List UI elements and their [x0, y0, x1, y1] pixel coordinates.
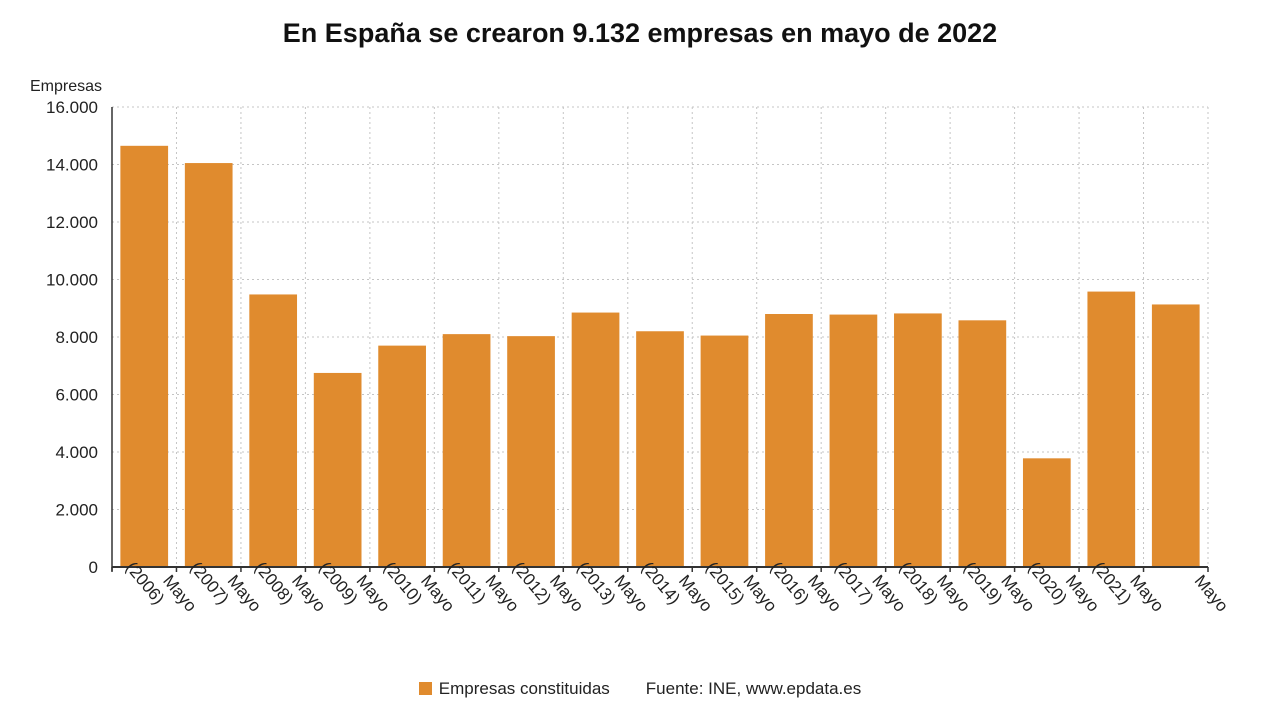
y-tick-label: 0: [89, 558, 98, 577]
y-tick-label: 10.000: [46, 271, 98, 290]
legend-swatch: [418, 682, 432, 695]
chart-legend: Empresas constituidas Fuente: INE, www.ep…: [0, 679, 1280, 699]
bar: [184, 163, 233, 567]
legend-label: Empresas constituidas: [438, 679, 610, 698]
y-tick-label: 12.000: [46, 213, 98, 232]
bar: [829, 314, 878, 567]
x-tick-label-line: Mayo: [1191, 571, 1232, 615]
bar: [313, 372, 362, 567]
bar: [1022, 458, 1071, 567]
bar: [765, 314, 813, 567]
y-tick-label: 4.000: [55, 443, 98, 462]
bar: [378, 345, 426, 567]
bar: [636, 331, 684, 567]
bar: [120, 145, 169, 567]
chart-title: En España se crearon 9.132 empresas en m…: [282, 18, 998, 48]
bar-chart: 0 2.000 4.000 6.000 8.000 10.000 12.000 14.000 1…: [30, 78, 1232, 615]
y-tick-label: 6.000: [55, 386, 98, 405]
bar: [507, 336, 555, 567]
bar: [249, 294, 298, 567]
y-axis-label: Empresas: [30, 78, 102, 95]
bar: [442, 334, 491, 567]
bar: [1087, 291, 1136, 567]
y-tick-label: 14.000: [46, 156, 98, 175]
bar: [958, 320, 1007, 567]
bar: [571, 312, 620, 567]
bar: [700, 335, 749, 567]
y-tick-label: 16.000: [46, 98, 98, 117]
source-note: Fuente: INE, www.epdata.es: [645, 679, 862, 698]
bar: [894, 313, 942, 567]
x-tick-label: Mayo: [1191, 571, 1232, 615]
y-tick-label: 2.000: [55, 501, 98, 520]
y-tick-label: 8.000: [55, 328, 98, 347]
bar: [1151, 304, 1200, 567]
